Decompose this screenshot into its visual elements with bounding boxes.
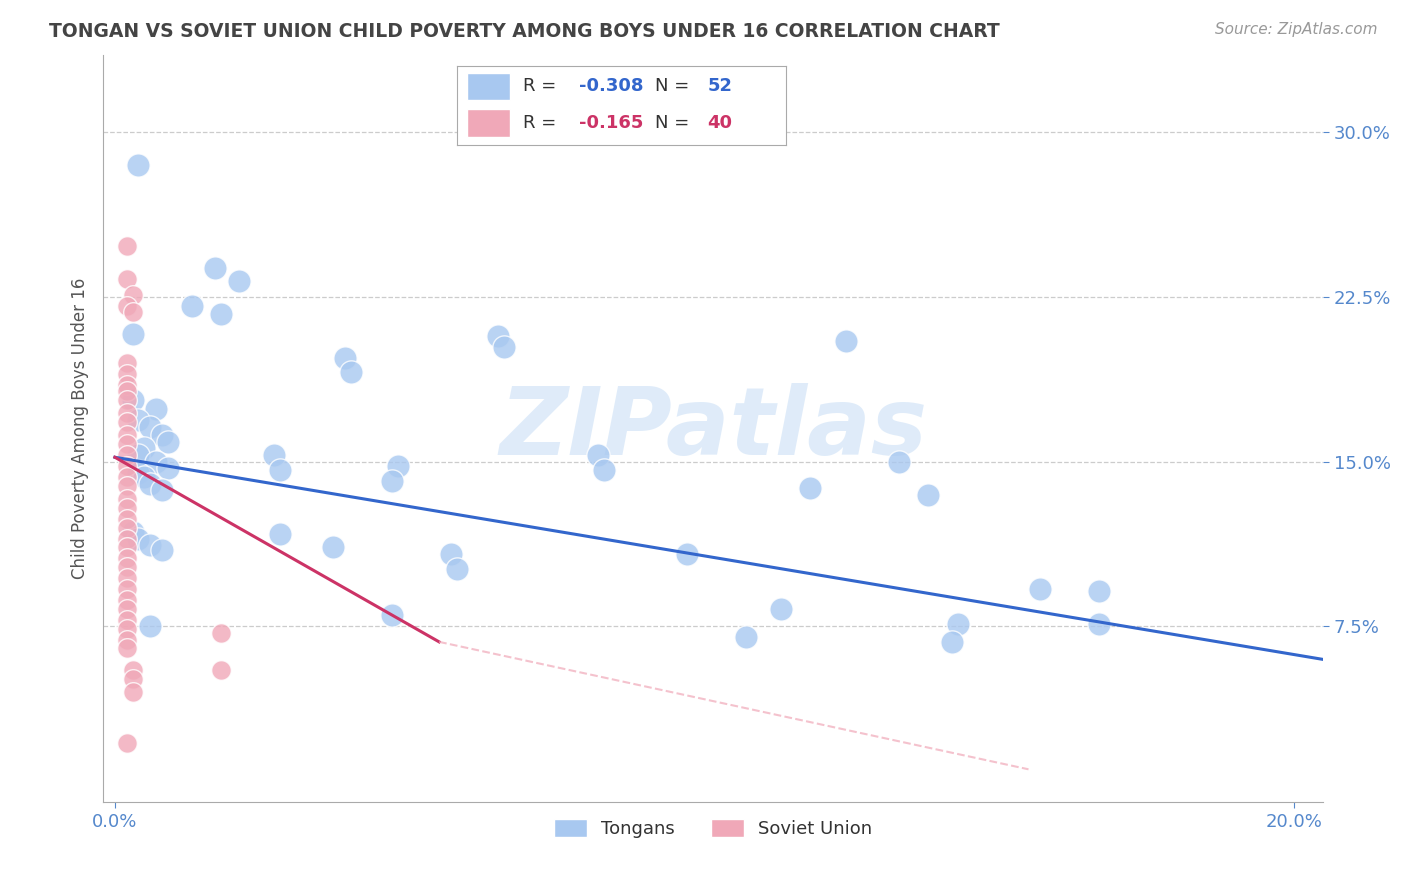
Point	[121, 664, 143, 678]
Point	[134, 470, 156, 484]
Point	[381, 608, 404, 623]
Point	[115, 437, 138, 451]
Point	[121, 305, 143, 319]
Point	[333, 351, 356, 366]
Point	[139, 419, 162, 434]
Point	[121, 393, 143, 408]
Point	[115, 367, 138, 381]
Point	[115, 602, 138, 616]
Point	[204, 261, 226, 276]
Point	[128, 448, 150, 462]
Point	[381, 475, 404, 489]
Point	[115, 458, 138, 473]
Point	[115, 582, 138, 596]
Point	[115, 384, 138, 399]
Point	[115, 560, 138, 574]
Point	[121, 287, 143, 301]
Point	[941, 635, 963, 649]
Point	[228, 275, 250, 289]
Point	[917, 488, 939, 502]
Point	[492, 340, 515, 354]
Point	[835, 334, 858, 348]
Point	[209, 626, 232, 640]
Text: TONGAN VS SOVIET UNION CHILD POVERTY AMONG BOYS UNDER 16 CORRELATION CHART: TONGAN VS SOVIET UNION CHILD POVERTY AMO…	[49, 22, 1000, 41]
Point	[139, 538, 162, 552]
Point	[150, 542, 173, 557]
Text: Source: ZipAtlas.com: Source: ZipAtlas.com	[1215, 22, 1378, 37]
Point	[586, 448, 609, 462]
Point	[156, 461, 179, 475]
Y-axis label: Child Poverty Among Boys Under 16: Child Poverty Among Boys Under 16	[72, 278, 89, 580]
Point	[209, 664, 232, 678]
Point	[115, 632, 138, 647]
Point	[115, 551, 138, 566]
Point	[134, 442, 156, 456]
Point	[769, 602, 792, 616]
Point	[1088, 617, 1111, 632]
Point	[115, 470, 138, 484]
Point	[145, 401, 167, 416]
Point	[139, 476, 162, 491]
Point	[121, 327, 143, 342]
Point	[156, 434, 179, 449]
Point	[180, 299, 202, 313]
Text: ZIPatlas: ZIPatlas	[499, 383, 927, 475]
Point	[115, 272, 138, 286]
Point	[121, 524, 143, 539]
Point	[115, 500, 138, 515]
Legend: Tongans, Soviet Union: Tongans, Soviet Union	[547, 812, 879, 846]
Point	[115, 415, 138, 429]
Point	[115, 532, 138, 546]
Point	[263, 448, 285, 462]
Point	[115, 736, 138, 750]
Point	[115, 593, 138, 607]
Point	[946, 617, 969, 632]
Point	[387, 458, 409, 473]
Point	[115, 406, 138, 420]
Point	[675, 547, 697, 561]
Point	[734, 631, 756, 645]
Point	[115, 377, 138, 392]
Point	[150, 483, 173, 498]
Point	[115, 491, 138, 506]
Point	[322, 541, 344, 555]
Point	[115, 571, 138, 585]
Point	[128, 413, 150, 427]
Point	[269, 463, 291, 477]
Point	[887, 455, 910, 469]
Point	[115, 239, 138, 253]
Point	[128, 158, 150, 172]
Point	[115, 613, 138, 627]
Point	[115, 479, 138, 493]
Point	[115, 541, 138, 555]
Point	[115, 622, 138, 636]
Point	[486, 329, 509, 343]
Point	[121, 672, 143, 686]
Point	[115, 299, 138, 313]
Point	[799, 481, 821, 495]
Point	[115, 520, 138, 534]
Point	[1029, 582, 1052, 596]
Point	[209, 308, 232, 322]
Point	[128, 532, 150, 546]
Point	[128, 466, 150, 480]
Point	[269, 527, 291, 541]
Point	[593, 463, 616, 477]
Point	[121, 685, 143, 699]
Point	[115, 448, 138, 462]
Point	[115, 428, 138, 442]
Point	[115, 393, 138, 408]
Point	[115, 641, 138, 656]
Point	[150, 428, 173, 442]
Point	[446, 562, 468, 576]
Point	[339, 365, 361, 379]
Point	[115, 512, 138, 526]
Point	[145, 455, 167, 469]
Point	[440, 547, 463, 561]
Point	[115, 356, 138, 370]
Point	[1088, 584, 1111, 599]
Point	[139, 619, 162, 633]
